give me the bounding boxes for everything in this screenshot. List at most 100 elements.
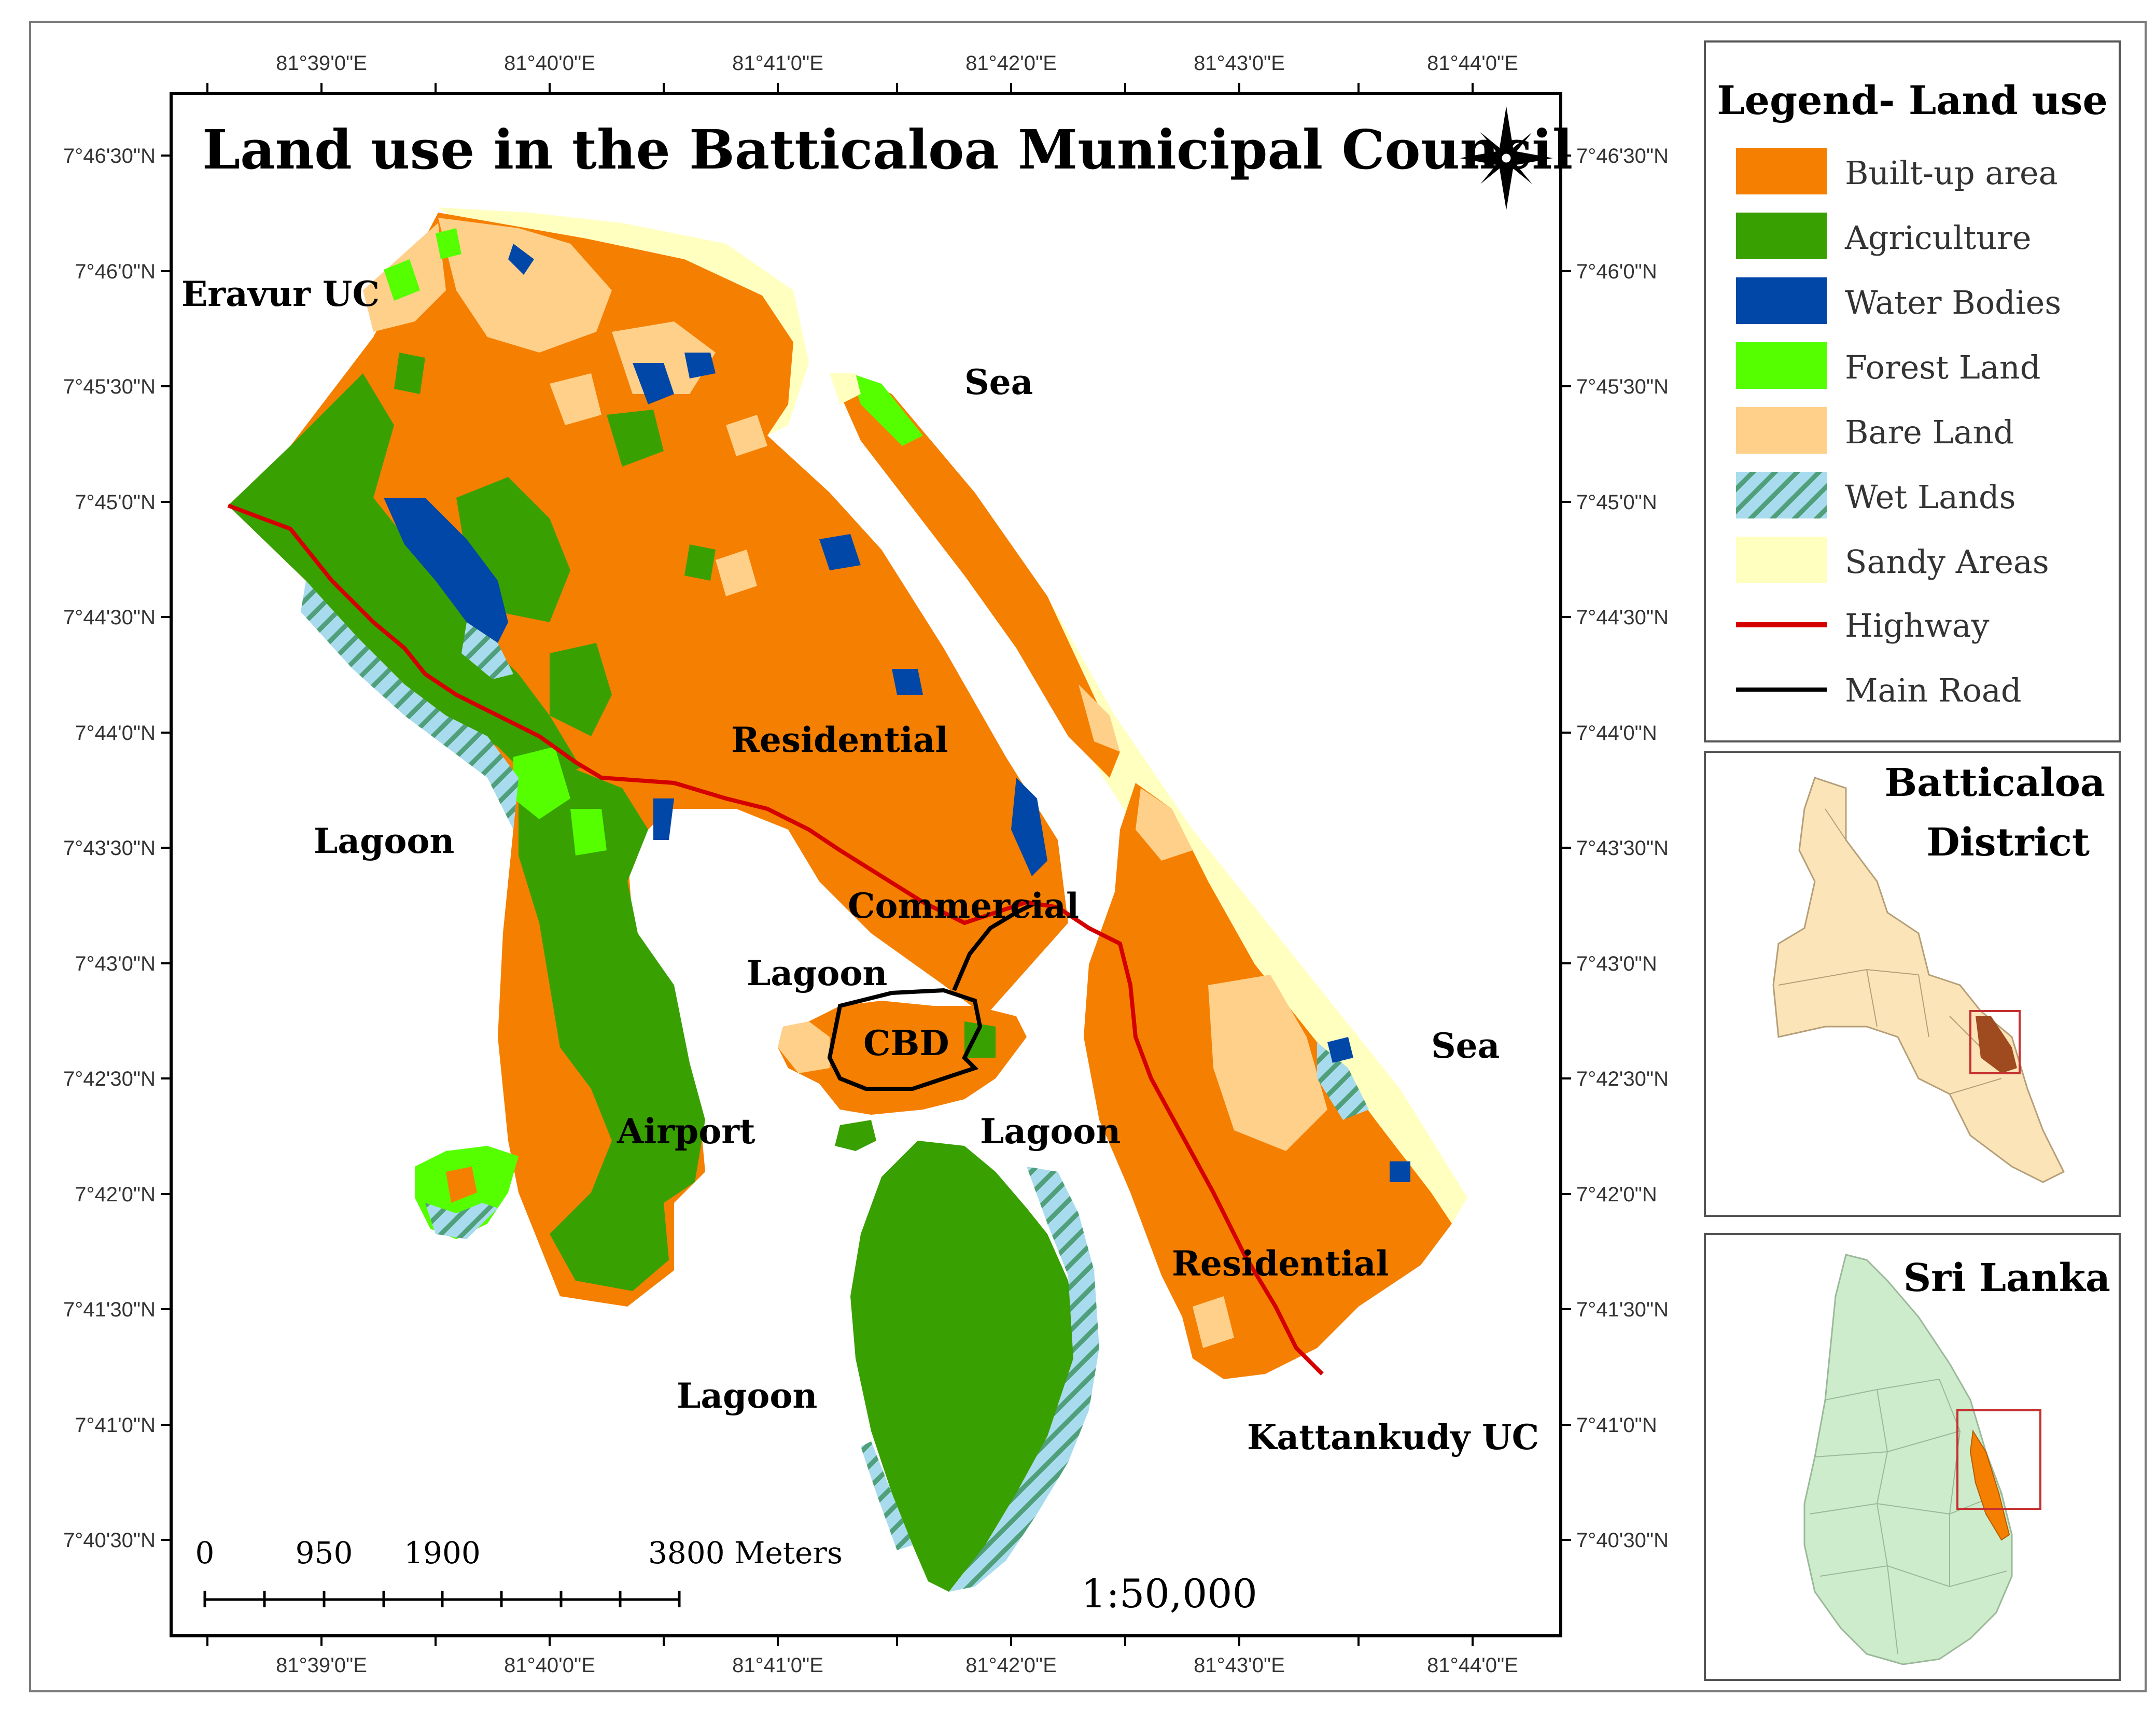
- top-lon-label: 81°43'0"E: [1194, 52, 1285, 75]
- sandy-area-north: [438, 207, 809, 436]
- bare-land-patch: [550, 373, 601, 425]
- bottom-lon-label: 81°41'0"E: [732, 1654, 823, 1677]
- left-lat-label: 7°45'0"N: [75, 491, 156, 514]
- scale-tick-label: 0: [195, 1535, 215, 1570]
- inset-district-title: District: [1927, 820, 2090, 865]
- highway: [227, 503, 1324, 1376]
- agriculture-patch: [964, 1021, 996, 1058]
- right-lat-label: 7°46'30"N: [1576, 145, 1669, 167]
- legend-label: Highway: [1845, 607, 1990, 644]
- right-lat-label: 7°42'0"N: [1576, 1183, 1657, 1206]
- coordinate-labels: 81°39'0"E 81°40'0"E 81°41'0"E 81°42'0"E …: [63, 52, 1669, 1677]
- bare-land-patch: [1079, 684, 1120, 752]
- legend-label: Bare Land: [1845, 413, 2014, 451]
- legend-label: Built-up area: [1845, 154, 2058, 192]
- wetland-patch: [461, 622, 513, 679]
- agriculture-airport-area: [519, 767, 705, 1291]
- legend-title: Legend- Land use: [1717, 77, 2108, 123]
- district-locator-box: [1969, 1010, 2021, 1074]
- right-lat-label: 7°44'30"N: [1576, 606, 1669, 629]
- legend-label: Agriculture: [1844, 219, 2032, 257]
- water-body: [1390, 1161, 1410, 1182]
- agriculture-coastal-nw: [228, 373, 581, 788]
- left-lat-label: 7°40'30"N: [63, 1529, 156, 1552]
- bare-land-patch: [1208, 975, 1327, 1151]
- landmass-barrier: [840, 373, 1120, 778]
- legend-swatch-sandy: [1736, 537, 1827, 583]
- legend-label: Sandy Areas: [1845, 543, 2049, 581]
- inset-country: Sri Lanka: [1704, 1233, 2121, 1681]
- left-lat-label: 7°42'30"N: [63, 1068, 156, 1090]
- legend-panel: Legend- Land use Built-up area Agricultu…: [1704, 40, 2121, 742]
- label-residential-south: Residential: [1172, 1243, 1389, 1284]
- water-body: [1327, 1037, 1353, 1063]
- main-map: 81°39'0"E 81°40'0"E 81°41'0"E 81°42'0"E …: [63, 52, 1669, 1677]
- right-lat-label: 7°40'30"N: [1576, 1529, 1669, 1552]
- graticule-ticks: [161, 83, 1571, 1646]
- country-boundaries: [1809, 1379, 2007, 1654]
- left-lat-label: 7°43'30"N: [63, 837, 156, 860]
- right-lat-label: 7°42'30"N: [1576, 1068, 1669, 1090]
- left-lat-label: 7°44'0"N: [75, 722, 156, 745]
- label-airport: Airport: [617, 1111, 755, 1152]
- water-body: [508, 244, 534, 275]
- legend-swatch-built-up: [1736, 148, 1827, 194]
- built-up-patch: [446, 1167, 477, 1203]
- bottom-lon-label: 81°42'0"E: [965, 1654, 1057, 1677]
- water-body: [653, 798, 674, 840]
- left-lat-label: 7°45'30"N: [63, 375, 156, 398]
- right-lat-label: 7°43'0"N: [1576, 952, 1657, 975]
- label-lagoon-left: Lagoon: [314, 821, 454, 861]
- place-labels: Eravur UC Sea Sea Lagoon Lagoon Lagoon L…: [181, 274, 1539, 1457]
- wetland-south-west-fringe: [861, 1441, 913, 1550]
- bottom-lon-label: 81°44'0"E: [1427, 1654, 1518, 1677]
- sandy-islet: [830, 373, 861, 404]
- map-title: Land use in the Batticaloa Municipal Cou…: [202, 118, 1573, 181]
- legend-items: Built-up area Agriculture Water Bodies F…: [1736, 148, 2061, 709]
- agriculture-islet: [835, 1120, 876, 1151]
- agriculture-island-south: [850, 1141, 1079, 1592]
- left-lat-label: 7°43'0"N: [75, 952, 156, 975]
- district-boundaries: [1778, 808, 2002, 1095]
- left-lat-label: 7°46'0"N: [75, 260, 156, 283]
- forest-patch: [850, 373, 923, 446]
- water-body: [819, 534, 861, 570]
- right-lat-label: 7°43'30"N: [1576, 837, 1669, 860]
- label-residential-north: Residential: [731, 720, 948, 760]
- legend-swatch-forest: [1736, 342, 1827, 389]
- right-lat-label: 7°44'0"N: [1576, 722, 1657, 745]
- right-lat-label: 7°41'30"N: [1576, 1298, 1669, 1321]
- north-arrow-icon: [1460, 106, 1553, 210]
- left-lat-label: 7°46'30"N: [63, 145, 156, 167]
- landmass-north: [228, 213, 1068, 1307]
- left-lat-label: 7°41'0"N: [75, 1414, 156, 1437]
- right-lat-label: 7°46'0"N: [1576, 260, 1657, 283]
- country-highlight: [1969, 1429, 2010, 1541]
- label-lagoon-right: Lagoon: [980, 1111, 1121, 1152]
- legend-label: Main Road: [1845, 671, 2022, 709]
- water-body: [633, 363, 674, 404]
- top-lon-label: 81°40'0"E: [504, 52, 595, 75]
- left-lat-label: 7°41'30"N: [63, 1298, 156, 1321]
- water-body-large: [384, 498, 508, 643]
- wetland-patch: [1317, 1042, 1369, 1120]
- bottom-lon-label: 81°43'0"E: [1194, 1654, 1285, 1677]
- bare-land-north: [438, 218, 612, 353]
- label-eravur: Eravur UC: [181, 274, 380, 314]
- label-lagoon-bottom: Lagoon: [677, 1376, 817, 1416]
- bare-land-patch: [716, 550, 757, 596]
- wetland-south-east-fringe: [949, 1167, 1099, 1592]
- label-cbd: CBD: [863, 1023, 949, 1063]
- inset-district-title: Batticaloa: [1885, 761, 2105, 805]
- bottom-lon-label: 81°39'0"E: [276, 1654, 367, 1677]
- scale-bar: 0 950 1900 3800 Meters 1:50,000: [195, 1535, 1257, 1617]
- forest-patch: [384, 259, 420, 301]
- scale-tick-label: 1900: [404, 1535, 481, 1570]
- legend-label: Forest Land: [1845, 348, 2040, 386]
- wetland-west: [301, 581, 519, 830]
- bare-land-patch: [778, 1021, 830, 1073]
- right-lat-label: 7°41'0"N: [1576, 1414, 1657, 1437]
- agriculture-patch: [607, 410, 664, 467]
- scale-tick-label: 3800 Meters: [648, 1535, 843, 1570]
